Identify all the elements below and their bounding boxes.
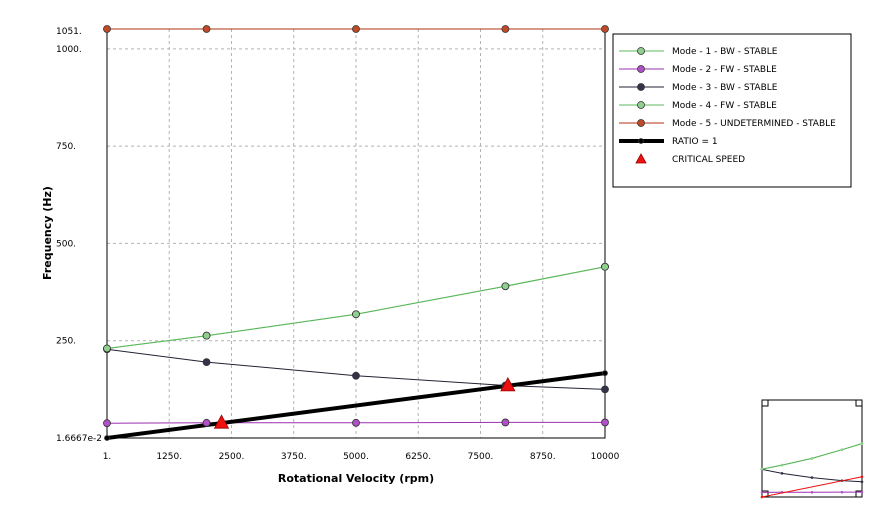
data-point-series-3: [352, 371, 360, 380]
data-point-series-4: [601, 262, 609, 271]
thumbnail-line-6: [761, 476, 863, 498]
y-tick-label: 250.: [56, 337, 76, 347]
critical-speed-marker: [500, 377, 516, 392]
legend-entry-label: CRITICAL SPEED: [672, 155, 745, 165]
data-point-series-2: [103, 419, 111, 428]
x-tick-label: 7500.: [468, 452, 494, 462]
data-point-series-5: [501, 25, 510, 33]
x-tick-label: 1.: [103, 452, 112, 462]
x-tick-label: 8750.: [530, 452, 556, 462]
thumbnail-corner-handle[interactable]: [855, 490, 863, 498]
series-layer: [103, 25, 609, 441]
legend-entry-label: Mode - 4 - FW - STABLE: [672, 101, 777, 111]
legend-entry-label: Mode - 5 - UNDETERMINED - STABLE: [672, 119, 836, 129]
legend-items: Mode - 1 - BW - STABLE Mode - 2 - FW - ST…: [619, 47, 836, 165]
legend-swatch-marker: [637, 101, 645, 109]
x-tick-label: 2500.: [219, 452, 245, 462]
x-tick-label: 3750.: [281, 452, 307, 462]
thumbnail-point: [760, 467, 764, 471]
thumbnail-point: [840, 448, 844, 452]
data-point-series-4: [501, 282, 510, 291]
x-tick-label: 1250.: [156, 452, 182, 462]
data-point-series-4: [202, 331, 211, 340]
data-point-series-5: [202, 25, 211, 33]
legend-swatch-marker: [638, 138, 644, 144]
data-point-series-2: [202, 418, 211, 427]
legend-swatch-marker: [637, 47, 645, 55]
overview-thumbnail[interactable]: [760, 399, 864, 499]
thumbnail-point: [760, 491, 764, 494]
data-point-series-6: [602, 370, 608, 377]
data-point-series-5: [352, 25, 360, 33]
thumbnail-point: [810, 476, 814, 479]
legend-entry-label: Mode - 1 - BW - STABLE: [672, 47, 778, 57]
thumbnail-point: [760, 495, 764, 499]
thumbnail-point: [810, 490, 814, 494]
legend-swatch-marker: [637, 65, 645, 73]
thumbnail-point: [860, 442, 864, 445]
legend-entry-label: RATIO = 1: [672, 137, 718, 147]
data-point-series-4: [103, 344, 111, 353]
thumbnail-point: [780, 463, 784, 467]
data-point-series-2: [501, 418, 510, 427]
data-point-series-2: [601, 418, 609, 427]
legend-swatch-triangle: [635, 153, 647, 164]
thumbnail-point: [840, 490, 844, 494]
legend: Mode - 1 - BW - STABLE Mode - 2 - FW - ST…: [612, 33, 852, 188]
thumbnail-point: [860, 475, 864, 479]
data-point-series-5: [103, 25, 111, 33]
thumbnail-series: [760, 442, 864, 499]
thumbnail-point: [860, 490, 864, 494]
data-point-series-5: [601, 25, 609, 33]
thumbnail-corner-handle[interactable]: [855, 399, 863, 407]
x-tick-label: 10000: [591, 452, 620, 462]
legend-box: [612, 33, 852, 188]
legend-entry-label: Mode - 3 - BW - STABLE: [672, 83, 778, 93]
thumbnail-point: [860, 480, 864, 484]
y-tick-label: 1000.: [56, 45, 82, 55]
series-line-6: [106, 371, 606, 440]
thumbnail-point: [810, 457, 814, 460]
y-axis-title: Frequency (Hz): [41, 186, 54, 280]
tick-labels: 1. 1250. 2500. 3750. 5000. 6250. 7500. 8750. 100…: [56, 27, 620, 462]
x-tick-label: 6250.: [405, 452, 431, 462]
y-tick-label: 750.: [56, 142, 76, 152]
data-point-series-6: [104, 435, 110, 441]
x-axis-title: Rotational Velocity (rpm): [278, 472, 434, 485]
y-tick-label: 500.: [56, 239, 76, 249]
legend-swatch-marker: [637, 83, 645, 91]
data-point-series-3: [202, 358, 211, 367]
thumbnail-corner-handle[interactable]: [761, 399, 769, 407]
legend-swatch-marker: [637, 119, 645, 127]
y-tick-label: 1.6667e-2: [56, 434, 102, 444]
grid-layer: [107, 28, 605, 438]
thumbnail-corner-handle[interactable]: [761, 490, 769, 498]
thumbnail-point: [780, 472, 784, 475]
data-point-series-4: [352, 310, 360, 319]
x-tick-label: 5000.: [343, 452, 369, 462]
data-point-series-2: [352, 418, 360, 427]
data-point-series-3: [601, 385, 609, 394]
y-tick-label: 1051.: [56, 27, 82, 37]
legend-entry-label: Mode - 2 - FW - STABLE: [672, 65, 777, 75]
critical-speed-marker: [213, 414, 230, 429]
